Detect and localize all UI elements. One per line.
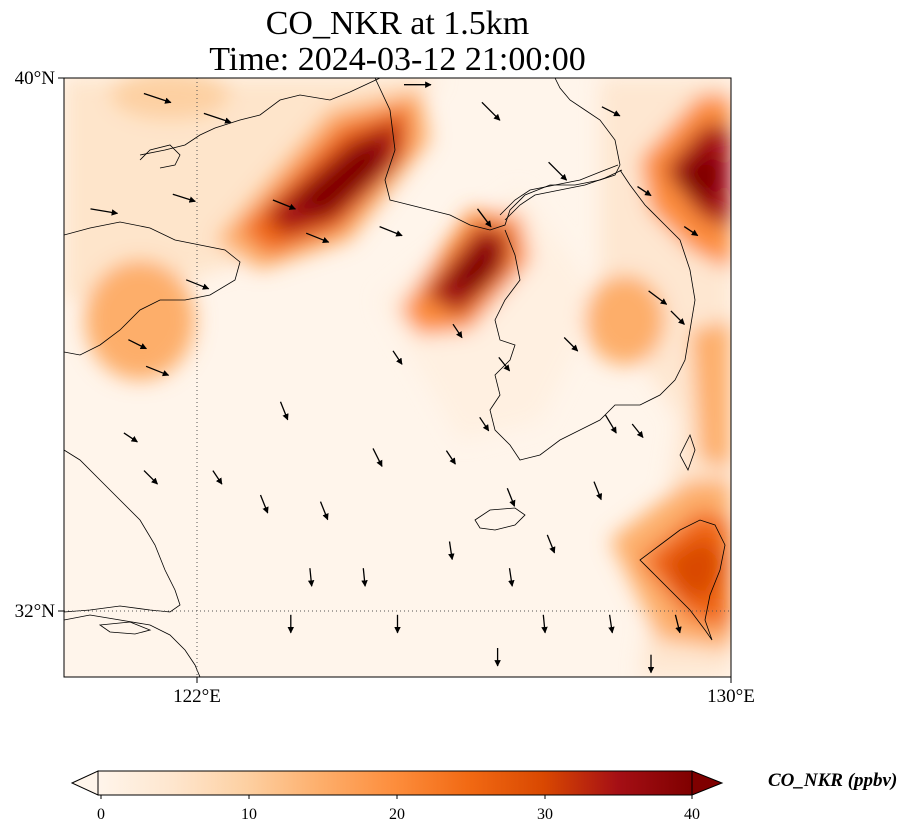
tick-label-122e: 122°E (173, 686, 221, 707)
wind-vector-21 (319, 501, 329, 521)
wind-vector-5 (305, 232, 330, 244)
colorbar-gradient (97, 770, 693, 796)
wind-vector-35 (392, 350, 403, 365)
wind-vector-30 (563, 337, 579, 352)
wind-vector-22 (372, 448, 383, 467)
wind-vector-0 (90, 208, 119, 216)
wind-vector-18 (143, 470, 158, 485)
wind-vector-25 (506, 488, 516, 507)
coast-jeju (474, 507, 526, 531)
wind-vector-27 (593, 481, 603, 501)
field-plume-ne-peak (675, 150, 725, 205)
wind-vector-6 (379, 225, 403, 237)
wind-vector-32 (670, 310, 685, 325)
wind-vector-28 (604, 414, 617, 434)
wind-vector-3 (172, 193, 196, 203)
tick-label-32n: 32°N (15, 601, 56, 622)
coast-korea-peninsula (489, 169, 696, 461)
colorbar-extend-min (70, 770, 99, 796)
chart-subtitle-time: Time: 2024-03-12 21:00:00 (209, 41, 586, 78)
co-concentration-field (64, 78, 731, 677)
wind-vector-11 (601, 106, 621, 117)
field-plume-haze-korea (380, 190, 600, 440)
colorbar-tick-label-40: 40 (684, 806, 700, 823)
wind-vector-39 (448, 541, 455, 561)
wind-vector-9 (476, 208, 492, 228)
wind-vector-23 (445, 450, 456, 465)
colorbar-tick-label-0: 0 (97, 806, 105, 823)
wind-vector-16 (185, 279, 210, 290)
wind-vector-42 (608, 614, 615, 634)
field-plume-bay-peak (445, 240, 500, 290)
coast-liaodong (64, 221, 241, 356)
wind-vector-1 (143, 92, 172, 104)
colorbar-title: CO_NKR (ppbv) (768, 770, 898, 791)
axis-ticks (58, 77, 732, 683)
colorbar-tick-label-10: 10 (241, 806, 257, 823)
field-patch-korea-inland (585, 275, 665, 365)
colorbar: 0 10 20 30 40 (70, 770, 724, 823)
wind-vector-12 (637, 186, 652, 197)
wind-vector-36 (279, 401, 289, 421)
wind-vectors (90, 81, 699, 674)
field-plume-east-coast (690, 320, 731, 470)
wind-vector-43 (674, 614, 682, 634)
wind-vector-2 (203, 112, 232, 124)
wind-vector-26 (546, 534, 556, 554)
wind-vector-34 (452, 323, 463, 339)
colorbar-tick-label-30: 30 (537, 806, 553, 823)
colorbar-tick-label-20: 20 (389, 806, 405, 823)
wind-vector-24 (479, 416, 490, 432)
wind-vector-10 (548, 161, 568, 181)
field-plume-nw-peak (290, 140, 385, 215)
tick-label-130e: 130°E (707, 686, 755, 707)
wind-vector-40 (508, 568, 515, 587)
colorbar-extend-max (691, 770, 724, 796)
coast-china-east (64, 449, 181, 613)
field-plume-se-peak (665, 535, 725, 600)
wind-vector-31 (648, 290, 668, 305)
wind-vector-19 (212, 470, 223, 485)
tick-label-40n: 40°N (15, 68, 56, 89)
wind-vector-15 (145, 365, 170, 377)
wind-vector-33 (498, 356, 511, 372)
chart-title: CO_NKR at 1.5km (265, 5, 530, 42)
wind-vector-41 (541, 614, 548, 634)
wind-vector-4 (272, 199, 297, 210)
coastlines (64, 78, 726, 677)
wind-vector-20 (259, 494, 269, 514)
coast-yangtze (64, 614, 201, 677)
coast-bohai-inner (139, 144, 181, 169)
wind-vector-17 (123, 432, 138, 443)
coast-korea-west (374, 78, 621, 231)
coast-tsushima (679, 433, 696, 471)
wind-vector-29 (631, 423, 644, 439)
wind-vector-14 (128, 339, 147, 350)
coast-bohai-north (139, 78, 381, 156)
wind-vector-13 (683, 226, 699, 237)
coast-kyushu (639, 519, 726, 641)
coast-dmz-2 (504, 169, 623, 221)
map-frame (63, 77, 732, 678)
wind-vector-37 (307, 568, 315, 587)
coast-yangtze-island (98, 621, 152, 635)
wind-vector-38 (361, 568, 368, 587)
coast-north-korea-east (554, 78, 621, 166)
wind-vector-8 (481, 101, 501, 121)
field-patch-west (85, 260, 195, 380)
coast-dmz (499, 164, 619, 216)
